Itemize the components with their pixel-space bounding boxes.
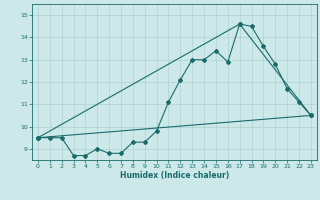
- X-axis label: Humidex (Indice chaleur): Humidex (Indice chaleur): [120, 171, 229, 180]
